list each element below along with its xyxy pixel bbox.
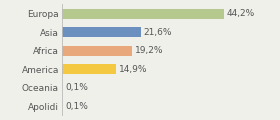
Text: 19,2%: 19,2% <box>135 46 164 55</box>
Text: 0,1%: 0,1% <box>65 83 88 92</box>
Bar <box>62 64 116 74</box>
Bar <box>62 46 132 56</box>
Text: 14,9%: 14,9% <box>119 65 148 74</box>
Text: 44,2%: 44,2% <box>227 9 255 18</box>
Bar <box>62 27 141 37</box>
Text: 21,6%: 21,6% <box>144 28 172 37</box>
Bar <box>62 9 224 19</box>
Text: 0,1%: 0,1% <box>65 102 88 111</box>
